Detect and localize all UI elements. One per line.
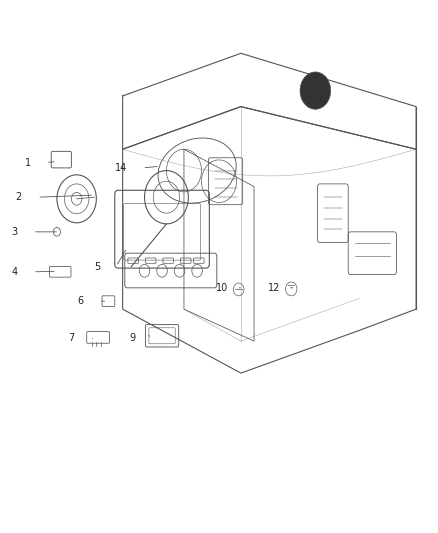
Circle shape [300,72,331,109]
Text: 3: 3 [11,227,18,237]
Text: 1: 1 [25,158,31,167]
Text: 7: 7 [68,334,74,343]
Text: 5: 5 [95,262,101,271]
Text: 12: 12 [268,283,280,293]
Text: 14: 14 [115,163,127,173]
Text: 9: 9 [130,334,136,343]
Text: 6: 6 [77,296,83,306]
Text: 2: 2 [16,192,22,202]
Text: 10: 10 [215,283,228,293]
Text: 4: 4 [11,267,18,277]
